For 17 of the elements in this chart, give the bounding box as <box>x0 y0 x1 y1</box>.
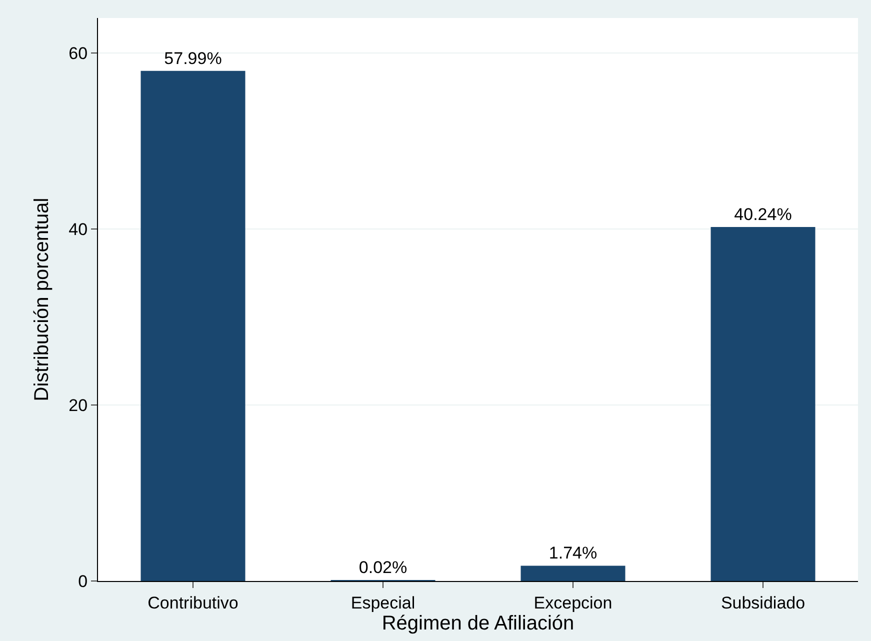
y-tick-label: 20 <box>68 396 88 416</box>
y-axis-title: Distribución porcentual <box>31 198 53 402</box>
data-label: 0.02% <box>358 558 408 577</box>
x-axis-title: Régimen de Afiliación <box>382 612 574 634</box>
data-label: 40.24% <box>734 205 792 224</box>
data-label: 57.99% <box>164 48 222 68</box>
y-tick-label: 0 <box>78 572 88 591</box>
y-tick-label: 60 <box>68 44 88 64</box>
x-tick-label: Subsidiado <box>720 593 806 612</box>
x-tick-label: Excepcion <box>534 593 612 612</box>
bar <box>140 70 246 581</box>
bar <box>710 227 816 581</box>
bar <box>520 566 626 581</box>
x-tick-label: Especial <box>350 593 416 612</box>
data-label: 1.74% <box>548 544 598 563</box>
y-tick-label: 40 <box>68 220 88 240</box>
x-tick-label: Contributivo <box>148 593 238 612</box>
